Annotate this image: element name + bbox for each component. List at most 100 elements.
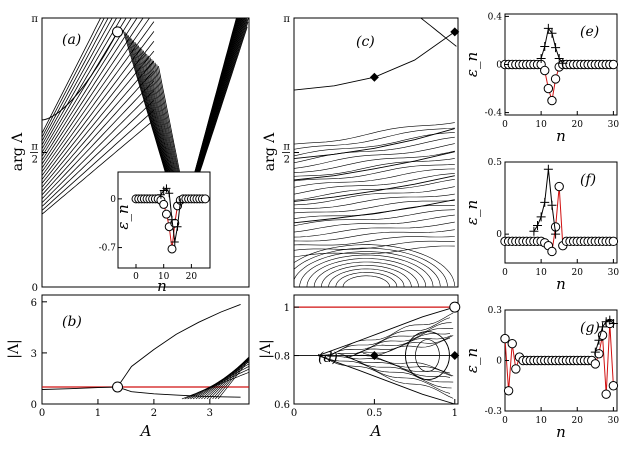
inset-x-tick-label: 20 [186, 272, 198, 282]
panel-d: 0 0.5 1 0.6 0.8 1 (d) |Λ| A [258, 294, 461, 440]
panel-g: 0 10 20 30-0.300.3nε_n [463, 306, 619, 441]
profile-plus-point [601, 317, 611, 327]
modulus-loop [405, 331, 450, 381]
panel-b-ylabel: |Λ| [6, 339, 22, 359]
y-tick-label: π2 [282, 142, 290, 166]
band-curve-rising [42, 18, 127, 157]
y-tick-label: 0.8 [274, 352, 290, 363]
phase-curve [294, 175, 455, 202]
band-curve-arc [42, 34, 117, 121]
panel-b: 0 1 2 3 0 3 6 (b) |Λ| A [6, 294, 250, 440]
inset-plus-point [156, 190, 165, 199]
x-tick-label: 0 [39, 408, 45, 419]
phase-curve-family [294, 143, 455, 169]
band-curve-rising [42, 18, 105, 138]
phase-top-arc [420, 18, 457, 47]
band-curve-rising [42, 18, 150, 173]
y-tick-label: 0 [32, 283, 38, 294]
profile-plus-point [533, 220, 543, 230]
profile-plus-point [558, 58, 568, 68]
x-tick-label: 0 [291, 408, 297, 419]
tick-label-pi-den: 2 [32, 155, 38, 166]
panel-c-yticks: π2π [282, 14, 299, 166]
y-axis-label: ε_n [463, 200, 481, 225]
profile-circle-point [590, 359, 601, 369]
y-tick-label: 0.3 [488, 306, 503, 316]
phase-curve-family [294, 150, 455, 173]
panel-a-label: (a) [62, 32, 81, 48]
tick-label: 0 [32, 283, 38, 294]
y-tick-label: 6 [31, 298, 37, 309]
profile-circle-point [540, 65, 550, 76]
profile-circle-point [547, 95, 557, 106]
profile-line [594, 319, 614, 353]
band-curve-rising [42, 18, 109, 142]
x-axis-label: n [556, 127, 566, 145]
phase-curve-family [294, 179, 455, 201]
y-tick-label: 0 [496, 61, 502, 71]
phase-curve-family [294, 168, 455, 188]
y-tick-label: 0 [496, 230, 502, 240]
profile-circle-point [543, 83, 554, 94]
modulus-fan-curve [317, 353, 454, 399]
y-axis-label: ε_n [463, 348, 481, 373]
band-curve-rising [42, 18, 144, 169]
inset-plus-point [168, 215, 176, 224]
inset-plot [131, 184, 210, 254]
band-curve-rising [42, 70, 155, 196]
profile-plus-point [547, 200, 557, 210]
modulus-branch [317, 306, 455, 357]
x-tick-label: 20 [572, 120, 584, 130]
panel-a-ylabel: arg Λ [10, 132, 26, 171]
y-tick-label: 0 [31, 400, 37, 411]
profile-circle-point [608, 381, 619, 391]
y-tick-label: 0 [496, 357, 502, 367]
panel-e: 0 10 20 30-0.400.4nε_n [463, 12, 619, 145]
panel-d-label: (d) [318, 350, 338, 366]
panel-b-frame [41, 294, 250, 405]
phase-curve [294, 151, 455, 181]
inset-x-tick-label: 0 [133, 272, 139, 282]
modulus-wedge-curve [217, 359, 249, 400]
band-curve-rising [42, 18, 138, 165]
band-curve-rising [42, 60, 155, 192]
panel-c-label: (c) [356, 34, 375, 50]
panel-frame [504, 161, 618, 264]
panel-b-ticks: 0 1 2 3 0 3 6 [31, 298, 213, 419]
panel-a-inset: 0 10 20 0 -0.7 n ε_n [99, 171, 211, 295]
x-tick-label: 20 [572, 268, 584, 278]
phase-bubble-curve [294, 247, 448, 287]
y-tick-label: π [31, 14, 38, 25]
tick-label: π [31, 14, 38, 25]
profile-plus-point [590, 347, 600, 357]
profile-plus-point [540, 41, 550, 51]
phase-bubble-curve [299, 254, 434, 287]
circle-marker [449, 301, 461, 313]
bifurcation-point-marker [112, 26, 124, 38]
tick-label-pi-num: π [31, 142, 38, 153]
band-curve-rising [42, 18, 122, 153]
diamond-marker [450, 351, 460, 361]
modulus-branch [117, 303, 241, 388]
y-tick-label: -0.3 [485, 407, 503, 417]
phase-curve-family [294, 240, 455, 251]
phase-curve-family [294, 132, 455, 157]
modulus-wedge-curve [209, 356, 249, 400]
profile-plus-point [540, 197, 550, 207]
phase-bubble-curve [294, 251, 441, 287]
phase-curve-family [294, 209, 455, 226]
profile-plus-point [594, 335, 604, 345]
y-tick-label: 0.4 [488, 12, 503, 22]
x-tick-label: 1 [452, 408, 458, 419]
modulus-fan-curve [343, 333, 451, 358]
profile-plus-point [529, 226, 539, 236]
profile-plus-point [536, 212, 546, 222]
profile-circle-point [601, 389, 611, 399]
profile-circle-point [608, 59, 619, 70]
profile-circle-point [550, 74, 561, 84]
x-tick-label: 1 [95, 408, 101, 419]
panel-c-marks [369, 27, 460, 82]
